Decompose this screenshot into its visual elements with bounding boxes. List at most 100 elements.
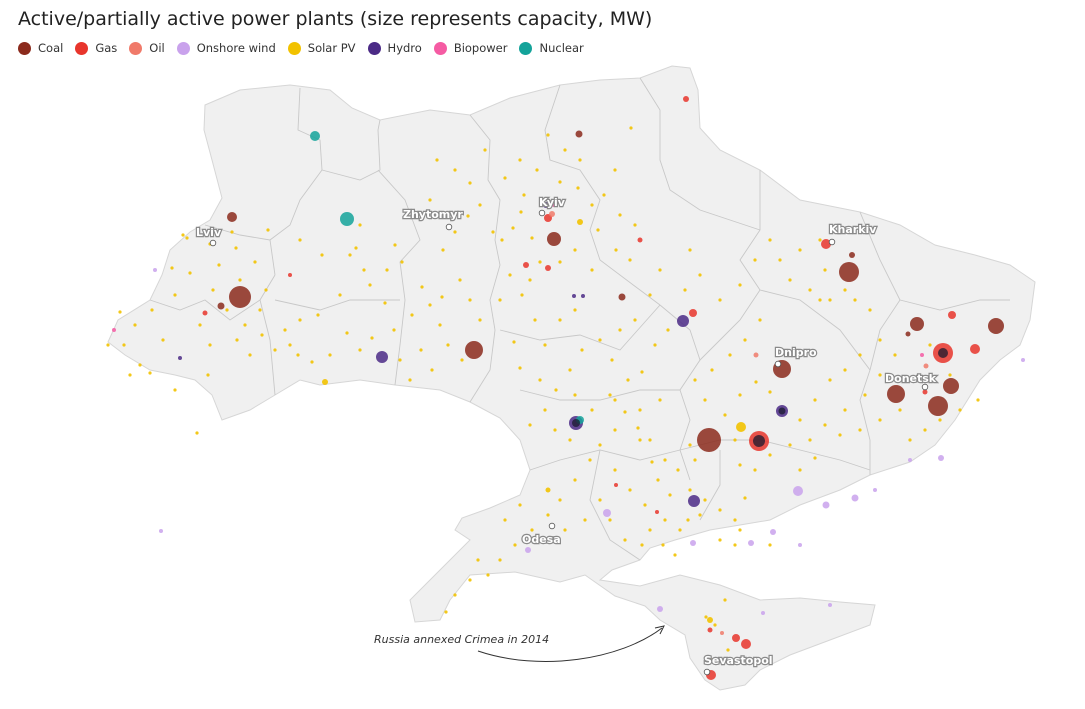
power-plant-solar[interactable] bbox=[613, 168, 617, 172]
power-plant-solar[interactable] bbox=[693, 458, 697, 462]
power-plant-wind[interactable] bbox=[793, 486, 803, 496]
legend-item-solar[interactable]: Solar PV bbox=[287, 41, 356, 55]
power-plant-solar[interactable] bbox=[563, 148, 567, 152]
power-plant-solar[interactable] bbox=[853, 298, 857, 302]
power-plant-wind[interactable] bbox=[822, 501, 830, 509]
power-plant-solar[interactable] bbox=[590, 203, 594, 207]
power-plant-solar[interactable] bbox=[608, 393, 612, 397]
power-plant-solar[interactable] bbox=[858, 428, 862, 432]
power-plant-solar[interactable] bbox=[328, 353, 332, 357]
power-plant-coal[interactable] bbox=[547, 232, 561, 246]
power-plant-solar[interactable] bbox=[613, 428, 617, 432]
legend-item-wind[interactable]: Onshore wind bbox=[176, 41, 276, 55]
power-plant-solar[interactable] bbox=[453, 593, 457, 597]
power-plant-solar[interactable] bbox=[533, 318, 537, 322]
power-plant-solar[interactable] bbox=[578, 158, 582, 162]
power-plant-wind[interactable] bbox=[908, 458, 912, 462]
power-plant-solar[interactable] bbox=[733, 543, 737, 547]
power-plant-gas[interactable] bbox=[948, 311, 956, 319]
power-plant-solar[interactable] bbox=[498, 298, 502, 302]
power-plant-solar[interactable] bbox=[503, 176, 507, 180]
power-plant-solar[interactable] bbox=[704, 615, 708, 619]
power-plant-wind[interactable] bbox=[657, 606, 663, 612]
power-plant-solar[interactable] bbox=[828, 378, 832, 382]
power-plant-solar[interactable] bbox=[598, 443, 602, 447]
power-plant-solar[interactable] bbox=[206, 373, 210, 377]
power-plant-solar[interactable] bbox=[253, 260, 257, 264]
power-plant-solar[interactable] bbox=[410, 313, 414, 317]
power-plant-solar[interactable] bbox=[198, 323, 202, 327]
power-plant-solar[interactable] bbox=[723, 413, 727, 417]
power-plant-solar[interactable] bbox=[838, 433, 842, 437]
power-plant-solar[interactable] bbox=[118, 310, 122, 314]
power-plant-solar[interactable] bbox=[392, 328, 396, 332]
power-plant-solar[interactable] bbox=[161, 338, 165, 342]
power-plant-solar[interactable] bbox=[843, 408, 847, 412]
power-plant-solar[interactable] bbox=[518, 158, 522, 162]
power-plant-solar[interactable] bbox=[663, 518, 667, 522]
power-plant-solar[interactable] bbox=[718, 508, 722, 512]
power-plant-solar[interactable] bbox=[798, 248, 802, 252]
power-plant-coal[interactable] bbox=[943, 378, 959, 394]
power-plant-solar[interactable] bbox=[128, 373, 132, 377]
power-plant-solar[interactable] bbox=[558, 318, 562, 322]
power-plant-wind[interactable] bbox=[798, 543, 802, 547]
power-plant-solar[interactable] bbox=[235, 338, 239, 342]
power-plant-solar[interactable] bbox=[753, 468, 757, 472]
power-plant-solar[interactable] bbox=[658, 398, 662, 402]
power-plant-solar[interactable] bbox=[573, 393, 577, 397]
power-plant-solar[interactable] bbox=[558, 498, 562, 502]
power-plant-solar[interactable] bbox=[358, 223, 362, 227]
power-plant-solar[interactable] bbox=[733, 518, 737, 522]
power-plant-solar[interactable] bbox=[650, 460, 654, 464]
power-plant-solar[interactable] bbox=[573, 248, 577, 252]
power-plant-solar[interactable] bbox=[217, 263, 221, 267]
power-plant-solar[interactable] bbox=[385, 268, 389, 272]
power-plant-solar[interactable] bbox=[688, 248, 692, 252]
power-plant-wind[interactable] bbox=[828, 603, 832, 607]
power-plant-solar[interactable] bbox=[686, 518, 690, 522]
power-plant-solar[interactable] bbox=[519, 210, 523, 214]
power-plant-solar[interactable] bbox=[788, 443, 792, 447]
power-plant-solar[interactable] bbox=[636, 426, 640, 430]
power-plant-solar[interactable] bbox=[486, 573, 490, 577]
power-plant-solar[interactable] bbox=[618, 328, 622, 332]
power-plant-solar[interactable] bbox=[898, 408, 902, 412]
power-plant-gas[interactable] bbox=[288, 273, 292, 277]
power-plant-solar[interactable] bbox=[428, 303, 432, 307]
power-plant-wind[interactable] bbox=[153, 268, 157, 272]
power-plant-solar[interactable] bbox=[558, 260, 562, 264]
power-plant-coal[interactable] bbox=[575, 130, 583, 138]
power-plant-solar[interactable] bbox=[828, 298, 832, 302]
power-plant-hydro[interactable] bbox=[688, 495, 700, 507]
power-plant-solar[interactable] bbox=[188, 271, 192, 275]
power-plant-solar[interactable] bbox=[398, 358, 402, 362]
power-plant-solar[interactable] bbox=[453, 230, 457, 234]
power-plant-solar[interactable] bbox=[633, 318, 637, 322]
power-plant-solar[interactable] bbox=[538, 378, 542, 382]
power-plant-solar[interactable] bbox=[728, 353, 732, 357]
power-plant-solar[interactable] bbox=[288, 343, 292, 347]
power-plant-solar[interactable] bbox=[530, 236, 534, 240]
power-plant-solar[interactable] bbox=[520, 293, 524, 297]
power-plant-solar[interactable] bbox=[444, 610, 448, 614]
power-plant-solar[interactable] bbox=[638, 438, 642, 442]
power-plant-solar[interactable] bbox=[368, 283, 372, 287]
power-plant-solar[interactable] bbox=[546, 133, 550, 137]
power-plant-solar[interactable] bbox=[508, 273, 512, 277]
power-plant-gas[interactable] bbox=[689, 309, 697, 317]
power-plant-solar[interactable] bbox=[535, 168, 539, 172]
power-plant-solar[interactable] bbox=[768, 453, 772, 457]
power-plant-solar[interactable] bbox=[358, 348, 362, 352]
power-plant-solar[interactable] bbox=[768, 390, 772, 394]
power-plant-solar[interactable] bbox=[181, 233, 185, 237]
power-plant-solar[interactable] bbox=[428, 198, 432, 202]
power-plant-solar[interactable] bbox=[260, 333, 264, 337]
power-plant-solar[interactable] bbox=[610, 358, 614, 362]
power-plant-solar[interactable] bbox=[580, 348, 584, 352]
power-plant-solar[interactable] bbox=[703, 398, 707, 402]
power-plant-hydro[interactable] bbox=[543, 202, 549, 208]
power-plant-solar[interactable] bbox=[614, 248, 618, 252]
power-plant-solar[interactable] bbox=[133, 323, 137, 327]
power-plant-wind[interactable] bbox=[851, 494, 859, 502]
